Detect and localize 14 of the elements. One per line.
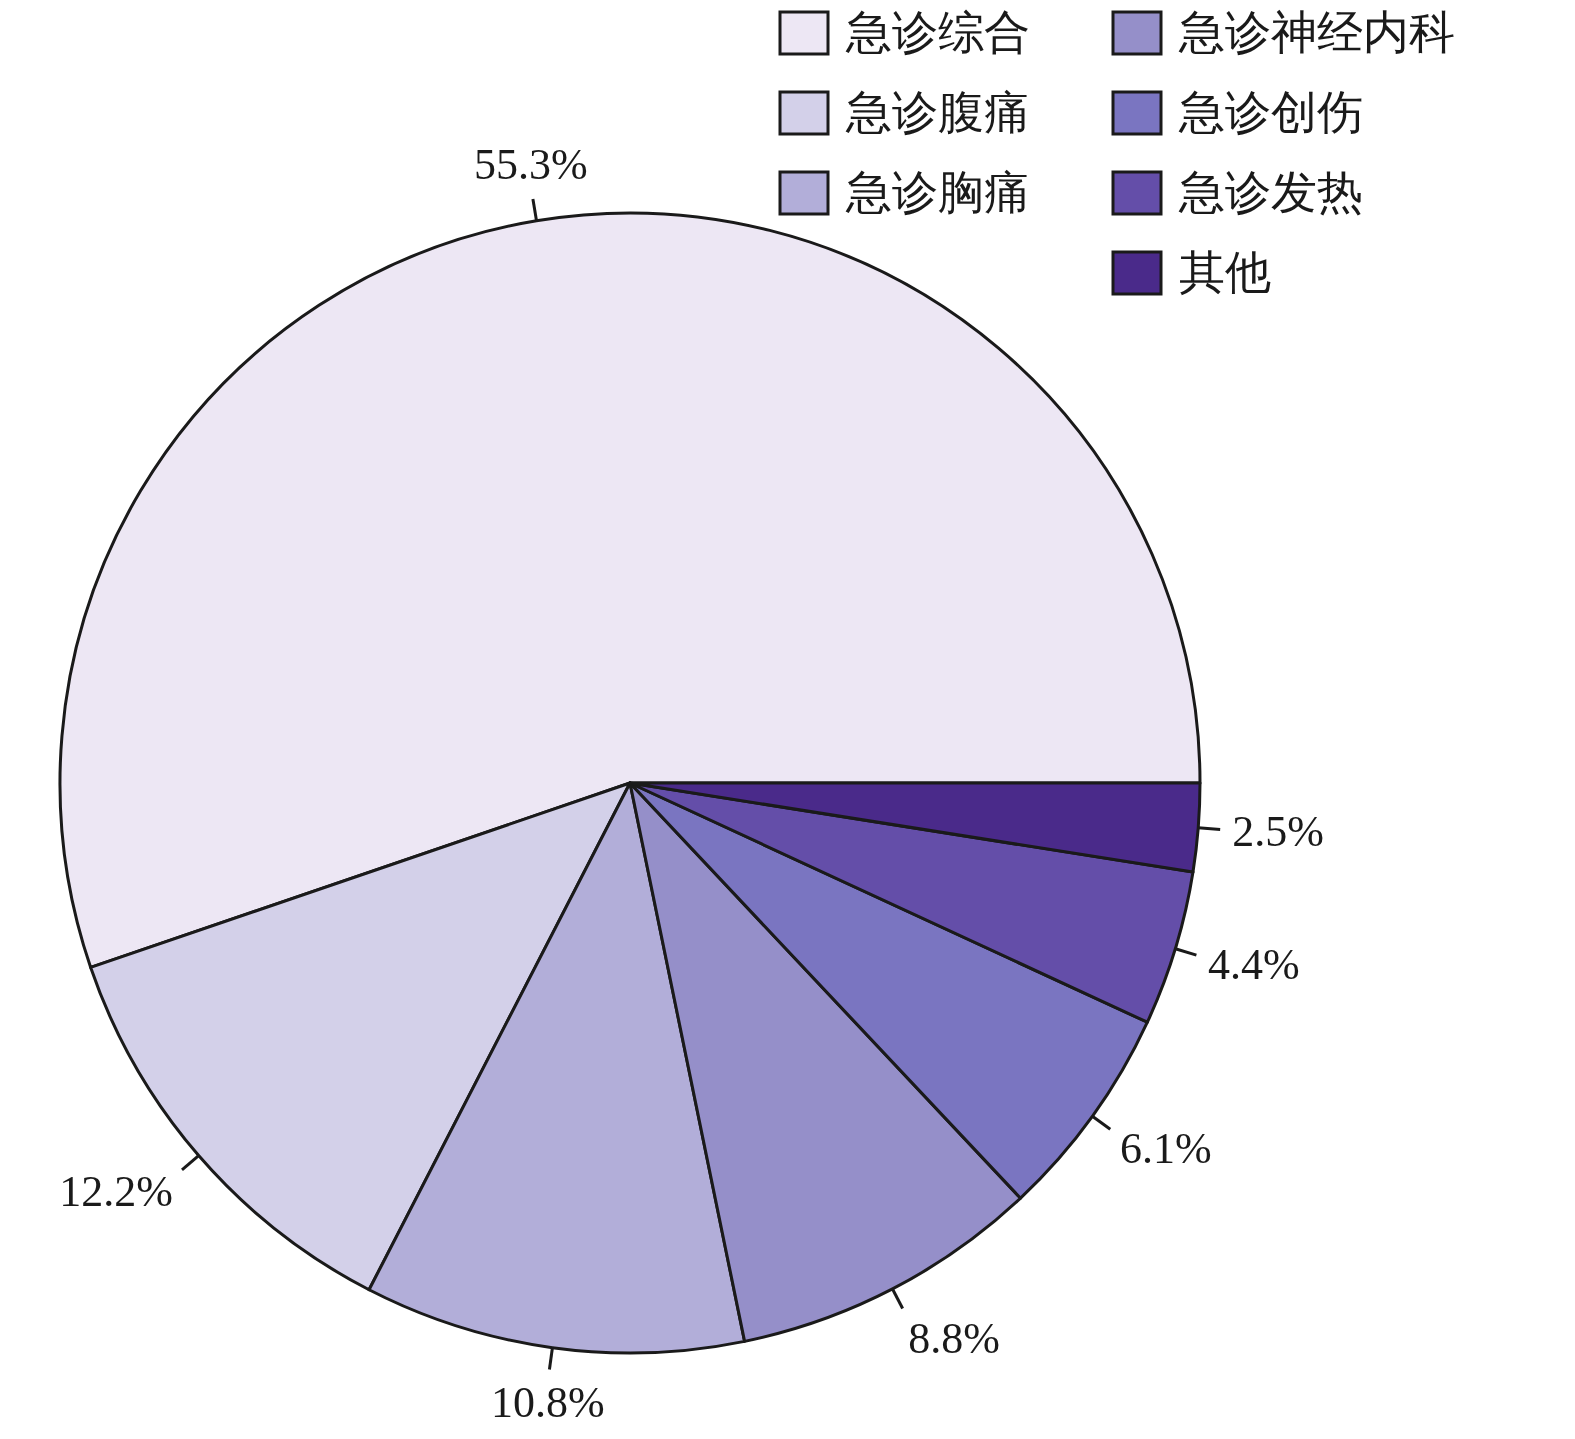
legend-label: 急诊胸痛 [845,165,1030,219]
legend-label: 急诊神经内科 [1178,5,1455,59]
data-label: 2.5% [1232,807,1324,857]
data-label: 55.3% [474,140,588,190]
data-label: 10.8% [490,1378,605,1428]
data-label: 12.2% [59,1167,173,1217]
legend-label: 急诊综合 [845,5,1030,59]
data-label: 8.8% [908,1313,1000,1363]
data-label: 4.4% [1207,940,1300,990]
legend-label: 其他 [1179,245,1271,299]
legend-label: 急诊发热 [1178,165,1363,219]
data-label: 6.1% [1119,1124,1212,1174]
legend-label: 急诊创伤 [1178,85,1363,139]
legend-label: 急诊腹痛 [845,85,1030,139]
